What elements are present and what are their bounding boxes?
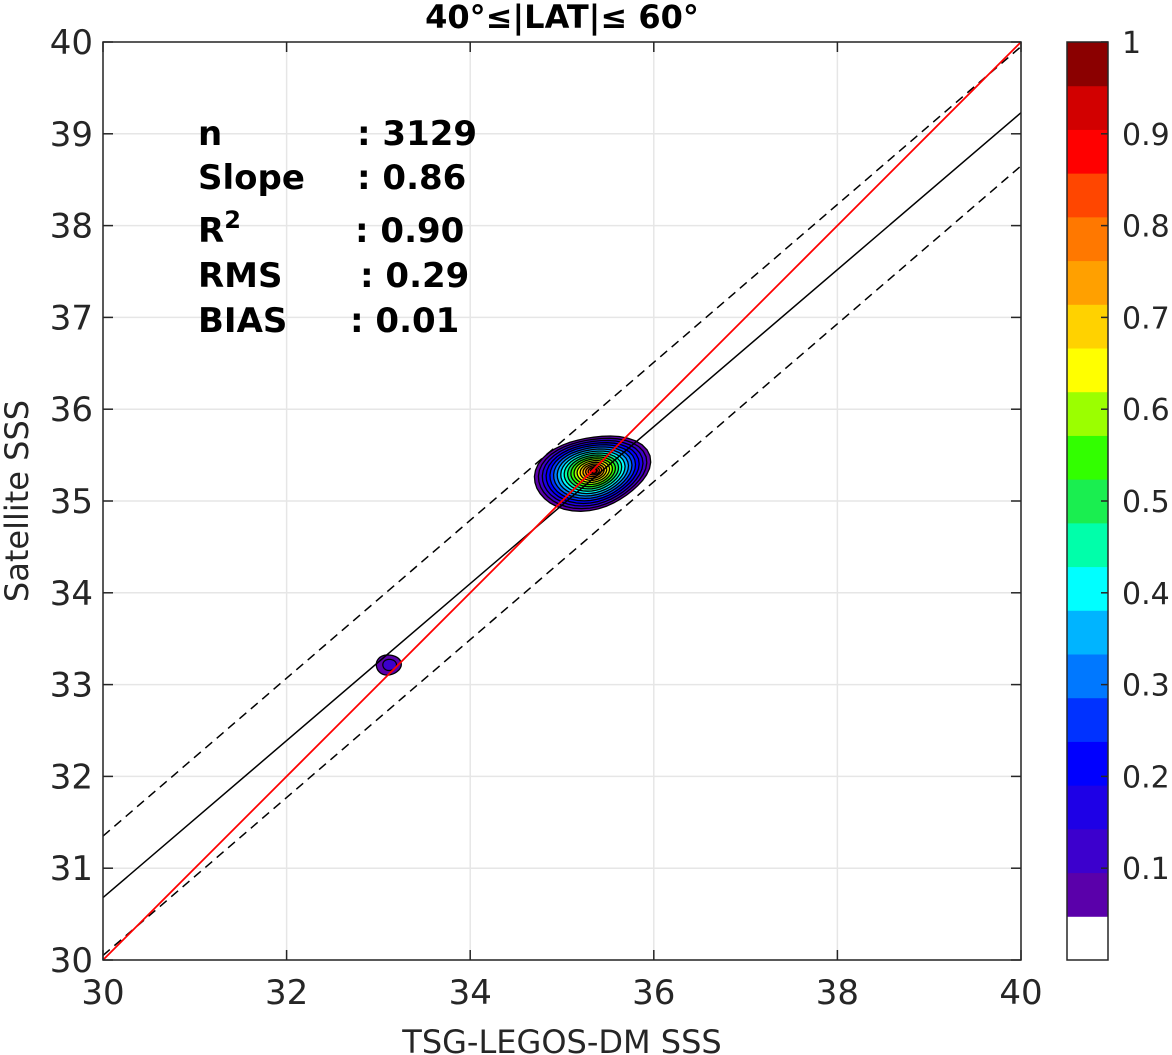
colorbar-tick-label: 0.9 xyxy=(1122,118,1170,153)
stat-bias-value: : 0.01 xyxy=(350,301,459,341)
colorbar-segment xyxy=(1067,522,1108,568)
y-tick-label: 38 xyxy=(50,207,93,247)
x-tick-label: 36 xyxy=(632,973,675,1013)
density-contours xyxy=(375,435,652,676)
colorbar-segment xyxy=(1067,916,1108,961)
colorbar-tick-label: 0.2 xyxy=(1122,760,1170,795)
upper-bound-line xyxy=(103,46,1021,837)
stat-slope-value: : 0.86 xyxy=(357,158,466,198)
stat-n-value: : 3129 xyxy=(357,114,477,154)
colorbar-segment xyxy=(1067,129,1108,174)
colorbar-tick-label: 0.7 xyxy=(1122,301,1170,336)
colorbar-tick-label: 0.6 xyxy=(1122,393,1170,428)
axes xyxy=(102,41,1022,961)
y-tick-label: 33 xyxy=(50,666,93,706)
colorbar-segment xyxy=(1067,216,1108,262)
stat-r2-value: : 0.90 xyxy=(355,211,464,251)
stat-rms-label: RMS xyxy=(198,256,283,296)
tick-labels: 30 32 34 36 38 40 30 31 32 33 34 35 36 37 38 39 40 xyxy=(50,23,1043,1013)
colorbar-segment xyxy=(1067,85,1108,130)
colorbar-segment xyxy=(1067,828,1108,874)
colorbar-tick-label: 0.8 xyxy=(1122,210,1170,245)
colorbar-segment xyxy=(1067,697,1108,742)
y-tick-label: 39 xyxy=(50,115,93,155)
colorbar-tick-label: 0.1 xyxy=(1122,852,1170,887)
statistics-box: n : 3129 Slope : 0.86 R2 : 0.90 RMS : 0.… xyxy=(198,114,477,341)
y-axis-label: Satellite SSS xyxy=(0,400,36,602)
regression-line xyxy=(103,112,1021,899)
stat-r2-label: R2 xyxy=(198,206,241,251)
regression-lines xyxy=(103,42,1021,960)
y-tick-label: 36 xyxy=(50,390,93,430)
x-tick-label: 38 xyxy=(816,973,859,1013)
y-tick-label: 31 xyxy=(50,849,93,889)
stat-n-label: n xyxy=(198,114,222,154)
colorbar-segment xyxy=(1067,348,1108,393)
colorbar-segment xyxy=(1067,173,1108,218)
lower-bound-line xyxy=(103,165,1021,956)
stat-bias-label: BIAS xyxy=(198,301,287,341)
x-tick-label: 32 xyxy=(265,973,308,1013)
colorbar-tick-label: 0.4 xyxy=(1122,577,1170,612)
y-tick-label: 34 xyxy=(50,574,93,614)
colorbar-tick-label: 0.3 xyxy=(1122,669,1170,704)
y-tick-label: 37 xyxy=(50,298,93,338)
x-tick-label: 34 xyxy=(449,973,492,1013)
y-tick-label: 35 xyxy=(50,482,93,522)
colorbar-segment xyxy=(1067,654,1108,699)
y-tick-label: 30 xyxy=(50,941,93,981)
colorbar-segment xyxy=(1067,435,1108,480)
colorbar: 0.1 0.2 0.3 0.4 0.5 0.6 0.7 0.8 0.9 1 xyxy=(1066,26,1170,961)
colorbar-segment xyxy=(1067,304,1108,349)
stat-rms-value: : 0.29 xyxy=(360,256,469,296)
one-to-one-line xyxy=(103,42,1021,960)
colorbar-segment xyxy=(1067,566,1108,611)
chart-title: 40°≤|LAT|≤ 60° xyxy=(425,0,699,37)
colorbar-segment xyxy=(1067,872,1108,917)
y-tick-label: 40 xyxy=(50,23,93,63)
colorbar-segment xyxy=(1067,42,1108,87)
x-tick-label: 30 xyxy=(81,973,124,1013)
stat-r2-superscript: 2 xyxy=(224,206,241,234)
colorbar-segment xyxy=(1067,260,1108,305)
x-axis-label: TSG-LEGOS-DM SSS xyxy=(401,1023,721,1055)
stat-slope-label: Slope xyxy=(198,158,305,198)
y-tick-label: 32 xyxy=(50,757,93,797)
colorbar-tick-label: 1 xyxy=(1122,26,1141,61)
colorbar-segment xyxy=(1067,391,1108,436)
x-tick-label: 40 xyxy=(999,973,1042,1013)
colorbar-segment xyxy=(1067,610,1108,655)
colorbar-segment xyxy=(1067,741,1108,786)
stat-r2-base: R xyxy=(198,211,224,251)
colorbar-tick-label: 0.5 xyxy=(1122,485,1170,520)
colorbar-segment xyxy=(1067,785,1108,830)
